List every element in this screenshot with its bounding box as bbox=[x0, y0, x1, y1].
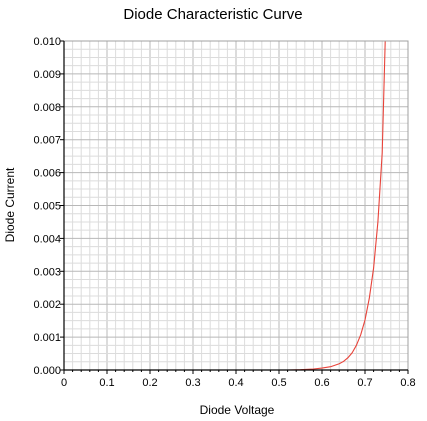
y-tick-label: 0.006 bbox=[33, 168, 61, 180]
x-tick-label: 0.3 bbox=[185, 377, 200, 389]
y-tick-label: 0.000 bbox=[33, 365, 61, 377]
chart-title: Diode Characteristic Curve bbox=[123, 6, 302, 23]
x-tick-label: 0.5 bbox=[271, 377, 286, 389]
x-tick-label: 0 bbox=[61, 377, 67, 389]
y-axis-label: Diode Current bbox=[3, 167, 17, 242]
x-tick-label: 0.4 bbox=[228, 377, 243, 389]
x-tick-label: 0.1 bbox=[99, 377, 114, 389]
y-tick-label: 0.001 bbox=[33, 332, 61, 344]
axes bbox=[60, 40, 409, 374]
grid bbox=[63, 40, 409, 371]
series-layer bbox=[287, 40, 386, 371]
y-tick-label: 0.008 bbox=[33, 102, 61, 114]
y-tick-label: 0.005 bbox=[33, 201, 61, 213]
x-tick-label: 0.2 bbox=[142, 377, 157, 389]
tick-labels: 0 0.1 0.2 0.3 0.4 0.5 0.6 0.7 0.8 0.000 0.001 0.002… bbox=[33, 36, 415, 389]
y-tick-label: 0.002 bbox=[33, 299, 61, 311]
y-tick-label: 0.007 bbox=[33, 135, 61, 147]
y-tick-label: 0.004 bbox=[33, 233, 61, 245]
x-tick-label: 0.8 bbox=[400, 377, 415, 389]
x-tick-label: 0.7 bbox=[357, 377, 372, 389]
y-tick-label: 0.009 bbox=[33, 69, 61, 81]
y-tick-label: 0.003 bbox=[33, 266, 61, 278]
x-tick-label: 0.6 bbox=[314, 377, 329, 389]
y-tick-label: 0.010 bbox=[33, 36, 61, 48]
series-line bbox=[287, 40, 386, 371]
x-axis-label: Diode Voltage bbox=[200, 403, 275, 417]
